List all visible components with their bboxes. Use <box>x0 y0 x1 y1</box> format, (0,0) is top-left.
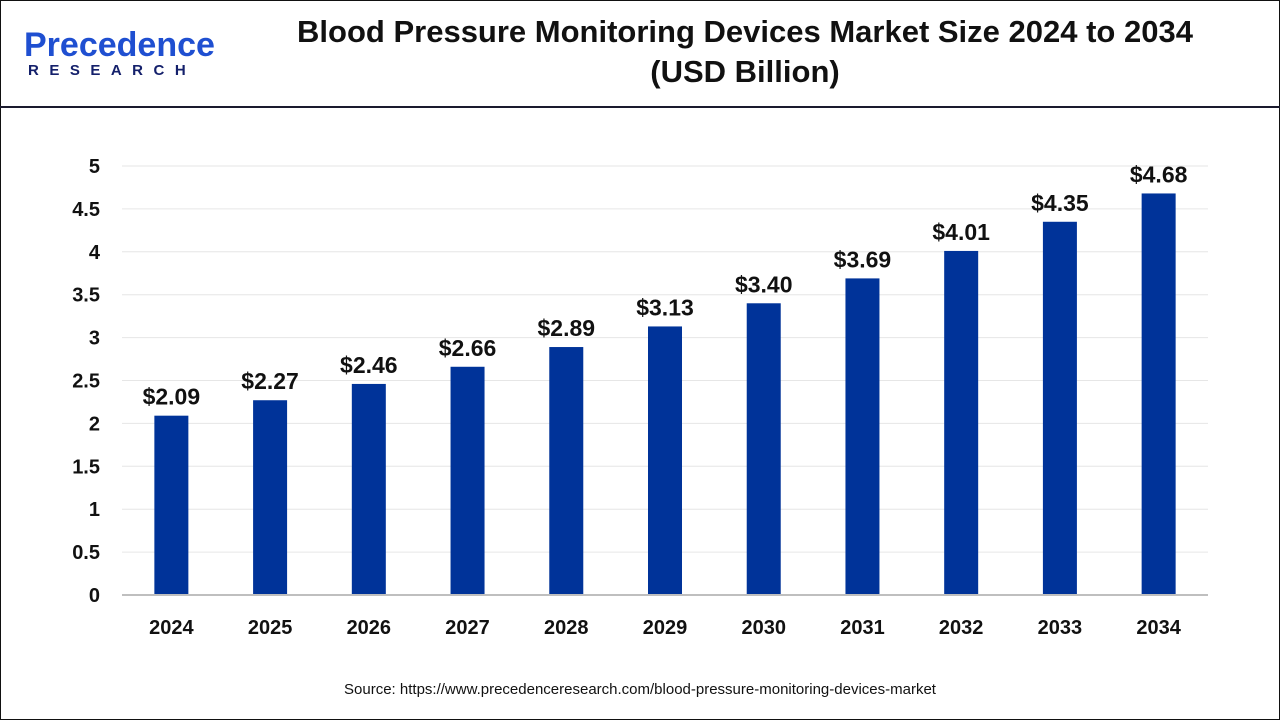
bar <box>450 366 485 595</box>
y-tick-label: 0 <box>89 585 100 607</box>
data-label: $3.69 <box>834 246 892 272</box>
logo-sub-text: RESEARCH <box>28 62 197 79</box>
data-label: $2.66 <box>439 335 497 361</box>
bar <box>1141 193 1176 595</box>
source-text: Source: https://www.precedenceresearch.c… <box>344 681 936 698</box>
bar <box>154 415 189 595</box>
data-label: $4.68 <box>1130 161 1188 187</box>
y-tick-label: 2 <box>89 413 100 435</box>
logo-main-text: Precedence <box>24 26 215 64</box>
y-tick-label: 4.5 <box>72 199 100 221</box>
bar <box>944 250 979 595</box>
bar <box>1042 221 1077 595</box>
y-tick-label: 3.5 <box>72 285 100 307</box>
title-line-2: (USD Billion) <box>650 54 840 89</box>
chart-title: Blood Pressure Monitoring Devices Market… <box>230 12 1260 92</box>
y-tick-label: 3 <box>89 328 100 350</box>
y-tick-label: 5 <box>89 156 100 178</box>
bar <box>351 383 386 595</box>
y-tick-label: 4 <box>89 242 101 264</box>
x-tick-label: 2028 <box>544 617 589 639</box>
x-tick-label: 2033 <box>1038 617 1083 639</box>
data-label: $2.09 <box>143 384 201 410</box>
x-tick-label: 2032 <box>939 617 984 639</box>
data-label: $4.35 <box>1031 190 1089 216</box>
bar <box>253 400 288 595</box>
bar <box>746 303 781 595</box>
bar <box>549 347 584 595</box>
x-tick-label: 2034 <box>1136 617 1181 639</box>
data-label: $3.13 <box>636 294 694 320</box>
data-label: $3.40 <box>735 271 793 297</box>
data-label: $2.27 <box>241 368 299 394</box>
x-tick-label: 2027 <box>445 617 490 639</box>
x-tick-label: 2030 <box>741 617 786 639</box>
bar <box>845 278 880 595</box>
y-tick-label: 2.5 <box>72 371 100 393</box>
precedence-research-logo: Precedence RESEARCH <box>24 28 215 79</box>
data-label: $2.46 <box>340 352 398 378</box>
y-tick-label: 0.5 <box>72 542 100 564</box>
x-tick-label: 2025 <box>248 617 293 639</box>
y-tick-label: 1 <box>89 499 100 521</box>
data-label: $2.89 <box>537 315 595 341</box>
y-tick-label: 1.5 <box>72 456 100 478</box>
x-tick-label: 2031 <box>840 617 885 639</box>
title-line-1: Blood Pressure Monitoring Devices Market… <box>297 14 1193 49</box>
data-label: $4.01 <box>932 219 990 245</box>
bar <box>648 326 682 595</box>
x-tick-label: 2026 <box>347 617 392 639</box>
header: Precedence RESEARCH Blood Pressure Monit… <box>0 0 1280 108</box>
x-tick-label: 2029 <box>643 617 688 639</box>
x-tick-label: 2024 <box>149 617 194 639</box>
